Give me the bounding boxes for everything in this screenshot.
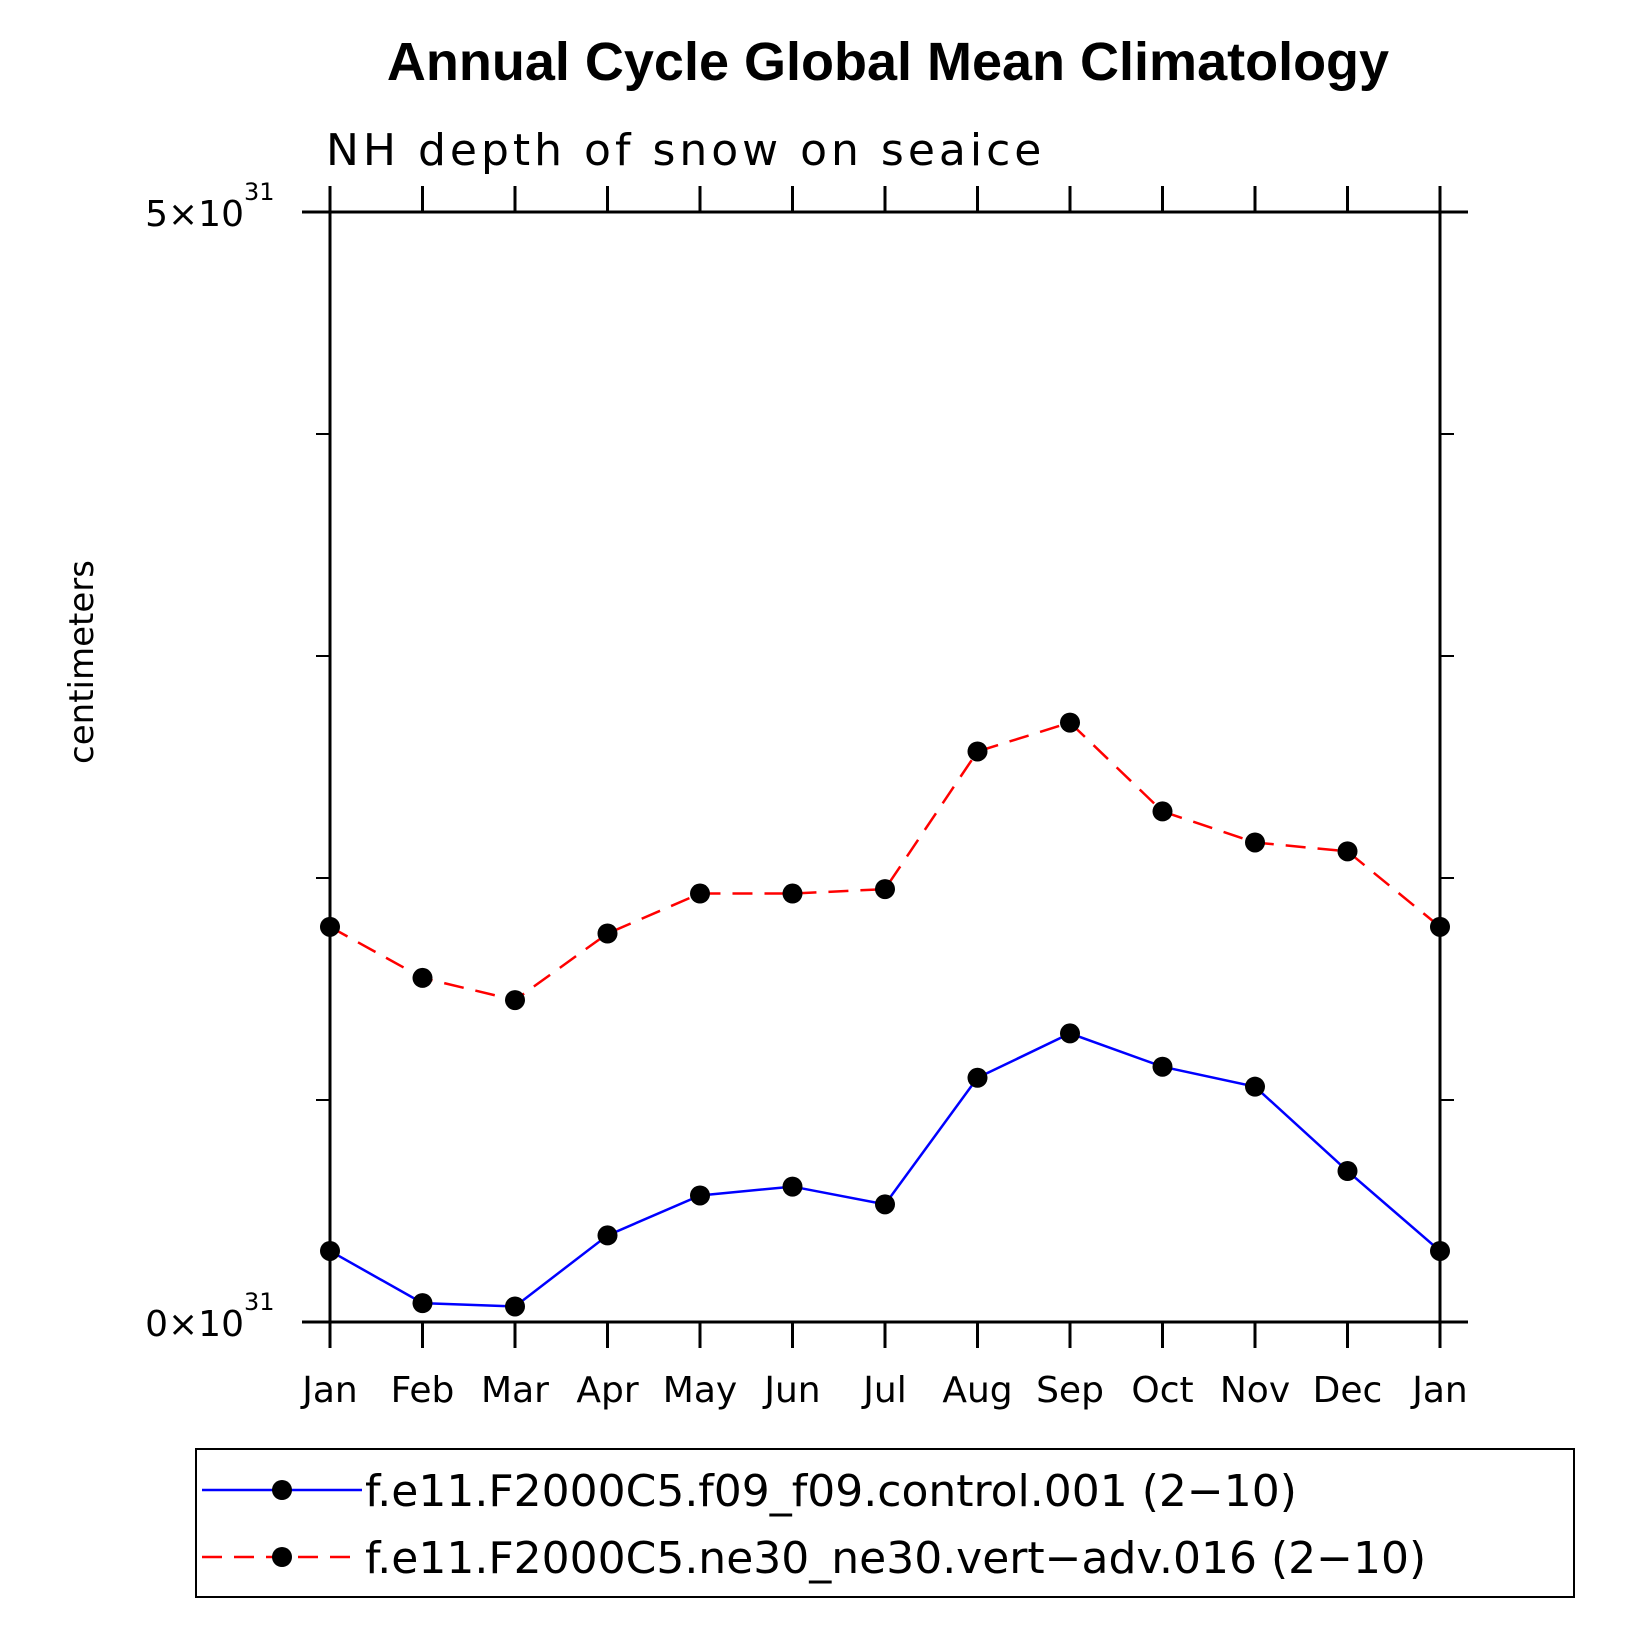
series-2-point-3 [597, 923, 618, 944]
legend-label-series-1: f.e11.F2000C5.f09_f09.control.001 (2−10) [365, 1466, 1297, 1517]
chart-title: Annual Cycle Global Mean Climatology [387, 32, 1389, 92]
series-layer [320, 712, 1450, 1317]
y-tick-exponent-0: 31 [244, 1288, 275, 1316]
x-tick-label-5: Jun [762, 1370, 820, 1411]
y-tick-exponent-1: 31 [244, 178, 275, 206]
series-1-point-8 [1060, 1023, 1080, 1044]
series-2-point-2 [505, 990, 525, 1011]
series-1-point-6 [875, 1194, 895, 1215]
series-1-point-12 [1430, 1240, 1450, 1261]
series-2-point-1 [412, 967, 433, 988]
series-1-point-4 [690, 1185, 710, 1206]
series-2-line [329, 721, 1441, 1002]
series-1-point-5 [782, 1176, 803, 1197]
series-1-point-3 [597, 1225, 618, 1246]
series-2-point-12 [1430, 916, 1450, 937]
x-axis-ticks [328, 186, 1442, 1348]
x-tick-label-4: May [663, 1370, 737, 1411]
y-tick-label-1: 5×10 [145, 194, 244, 235]
x-tick-label-8: Sep [1036, 1370, 1104, 1411]
series-2-point-7 [967, 741, 988, 762]
x-tick-label-11: Dec [1313, 1370, 1383, 1411]
y-axis-label: centimeters [62, 560, 102, 764]
x-tick-label-0: Jan [300, 1370, 358, 1411]
chart-subtitle: NH depth of snow on seaice [326, 125, 1045, 176]
series-1-point-1 [412, 1293, 433, 1314]
legend: f.e11.F2000C5.f09_f09.control.001 (2−10)… [195, 1448, 1575, 1598]
legend-marker-series-2 [272, 1547, 292, 1567]
x-tick-label-7: Aug [942, 1370, 1012, 1411]
series-2-point-8 [1060, 712, 1080, 733]
series-2-point-11 [1337, 841, 1358, 862]
series-1-point-11 [1337, 1161, 1358, 1182]
x-tick-label-12: Jan [1410, 1370, 1468, 1411]
series-2-point-9 [1152, 801, 1173, 822]
x-tick-label-10: Nov [1220, 1370, 1290, 1411]
x-tick-label-9: Oct [1131, 1370, 1193, 1411]
y-tick-label-0: 0×10 [145, 1304, 244, 1345]
x-tick-label-1: Feb [391, 1370, 455, 1411]
series-1-point-2 [505, 1296, 525, 1317]
series-2-point-4 [690, 883, 710, 904]
series-2-point-6 [875, 879, 895, 900]
legend-marker-series-1 [272, 1480, 292, 1500]
series-2-point-5 [782, 883, 803, 904]
legend-label-series-2: f.e11.F2000C5.ne30_ne30.vert−adv.016 (2−… [365, 1533, 1426, 1584]
legend-box [195, 1448, 1575, 1598]
series-1-line [329, 1032, 1441, 1308]
x-tick-label-6: Jul [861, 1370, 906, 1411]
x-tick-label-3: Apr [576, 1370, 638, 1411]
series-1-point-9 [1152, 1056, 1173, 1077]
y-axis-ticks [302, 210, 1468, 1324]
series-1-point-0 [320, 1240, 340, 1261]
series-1-point-10 [1245, 1076, 1265, 1097]
series-2-point-0 [320, 916, 340, 937]
series-1-point-7 [967, 1067, 988, 1088]
x-axis-labels: Jan Feb Mar Apr May Jun Jul Aug Sep Oct Nov Dec Jan [300, 1370, 1468, 1411]
series-2-point-10 [1245, 832, 1265, 853]
plot-frame [328, 210, 1442, 1324]
x-tick-label-2: Mar [481, 1370, 549, 1411]
